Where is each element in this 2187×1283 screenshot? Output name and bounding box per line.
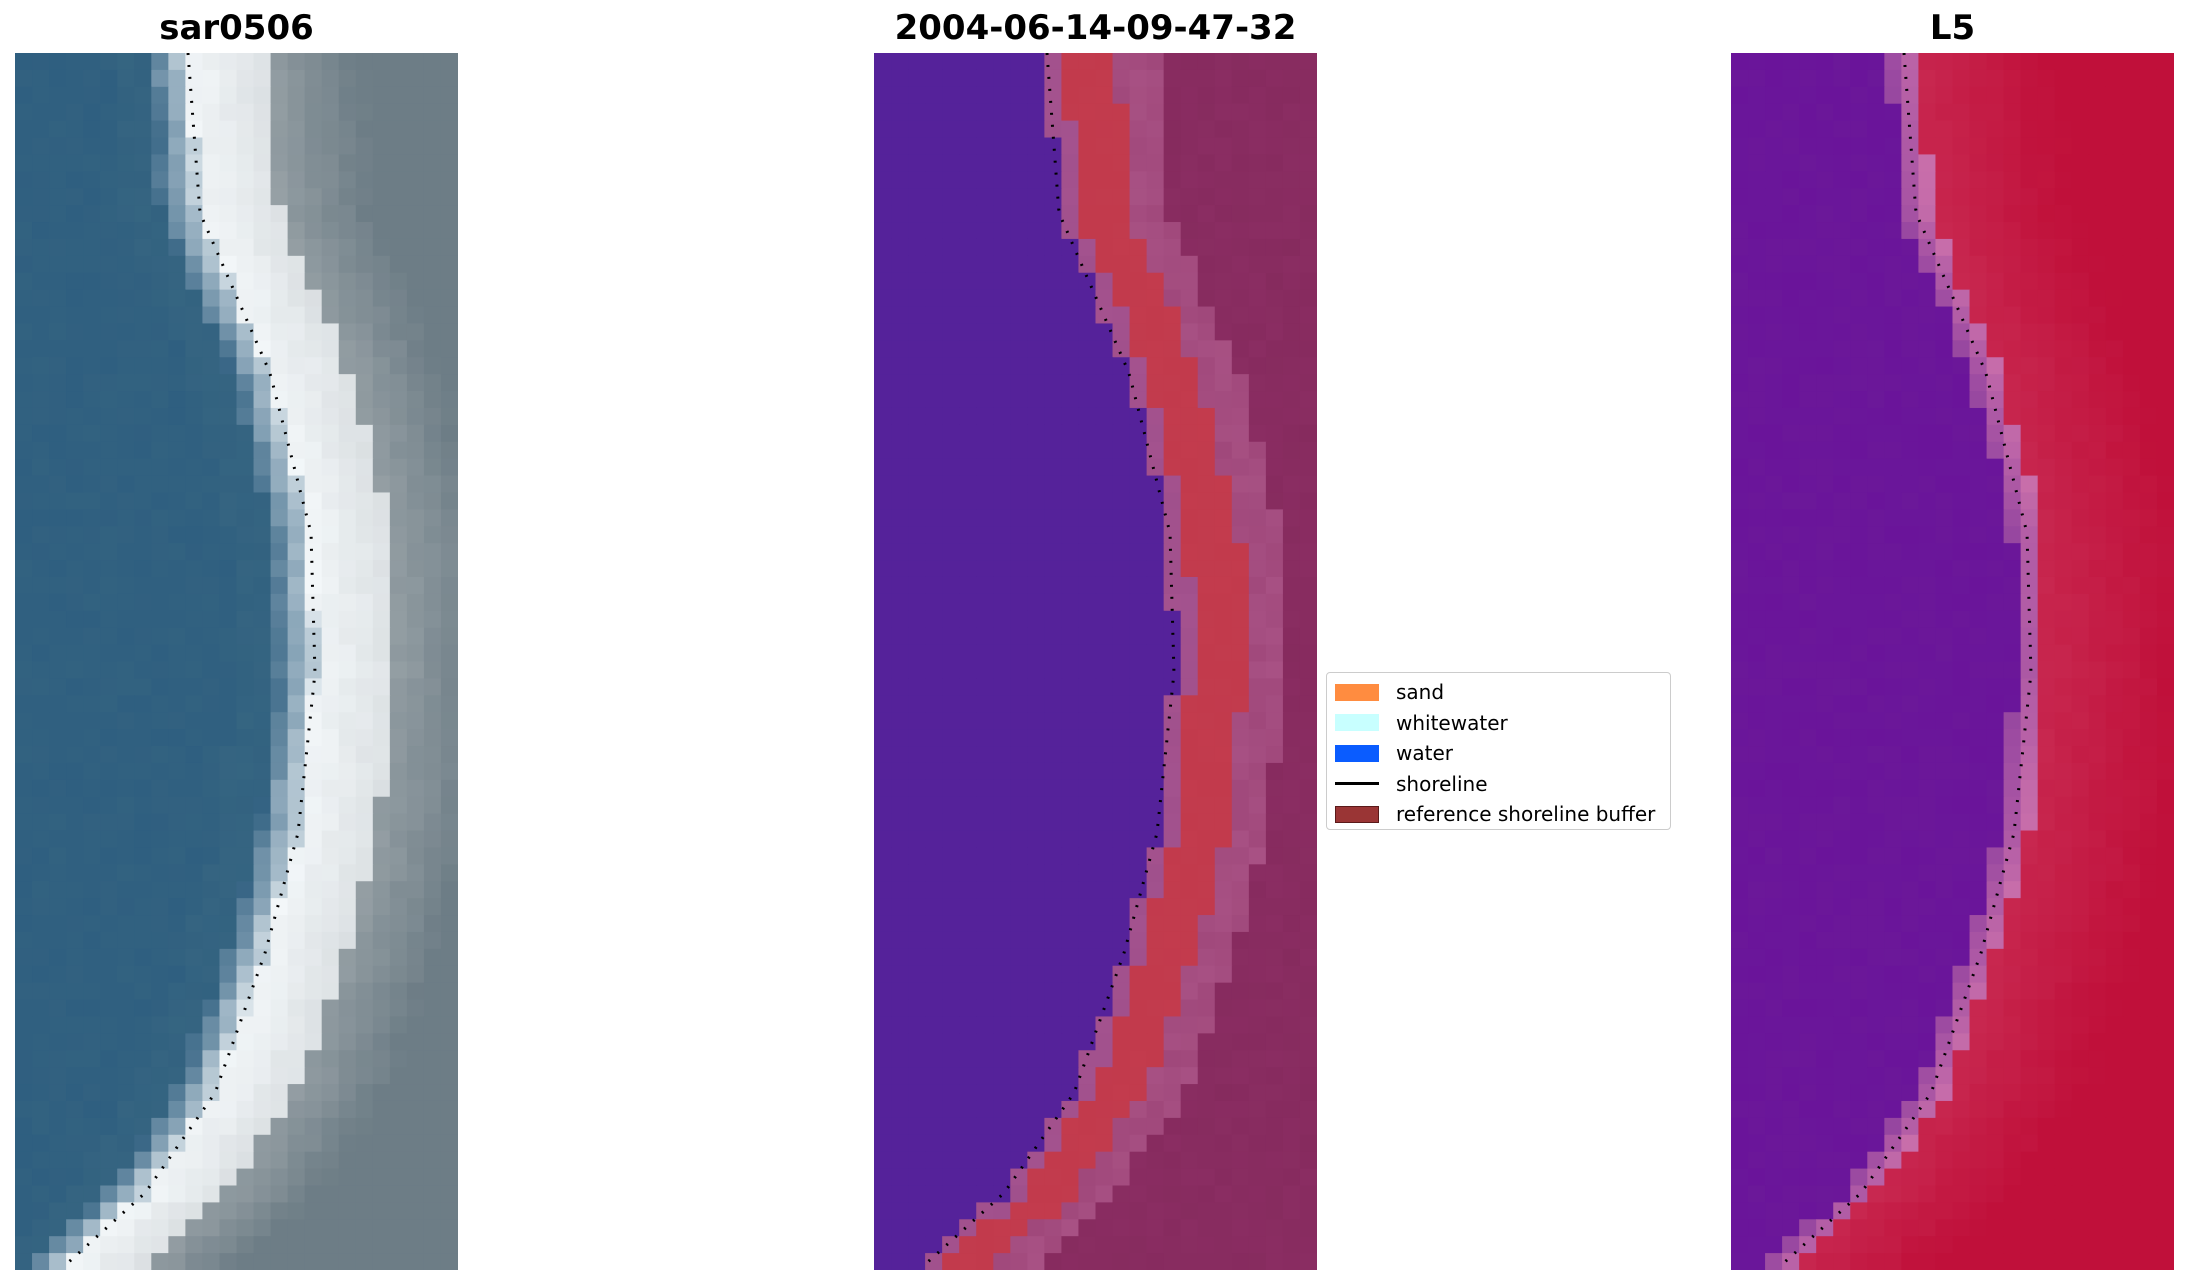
legend-item-shoreline: shoreline — [1335, 769, 1662, 800]
panel-title-index: L5 — [1929, 8, 1976, 48]
panel-title-rgb: sar0506 — [159, 8, 314, 48]
legend-label-shoreline: shoreline — [1396, 771, 1488, 796]
index-image — [1731, 53, 2174, 1270]
classified-image-panel — [874, 53, 1317, 1270]
index-image-panel — [1731, 53, 2174, 1270]
legend-label-reference-buffer: reference shoreline buffer — [1396, 802, 1656, 827]
reference-buffer-swatch — [1335, 805, 1379, 823]
rgb-image-panel — [15, 53, 458, 1270]
legend: sand whitewater water shoreline referenc… — [1326, 672, 1671, 830]
legend-label-sand: sand — [1396, 680, 1445, 705]
panel-title-classification: 2004-06-14-09-47-32 — [894, 8, 1297, 48]
legend-label-water: water — [1396, 741, 1453, 766]
legend-label-whitewater: whitewater — [1396, 710, 1508, 735]
classified-image — [874, 53, 1317, 1270]
legend-item-whitewater: whitewater — [1335, 708, 1662, 739]
shoreline-line-swatch — [1335, 782, 1379, 786]
water-swatch — [1335, 744, 1379, 762]
whitewater-swatch — [1335, 714, 1379, 732]
legend-item-water: water — [1335, 738, 1662, 769]
legend-item-sand: sand — [1335, 677, 1662, 708]
sand-swatch — [1335, 683, 1379, 701]
legend-item-reference-buffer: reference shoreline buffer — [1335, 799, 1662, 830]
rgb-image — [15, 53, 458, 1270]
